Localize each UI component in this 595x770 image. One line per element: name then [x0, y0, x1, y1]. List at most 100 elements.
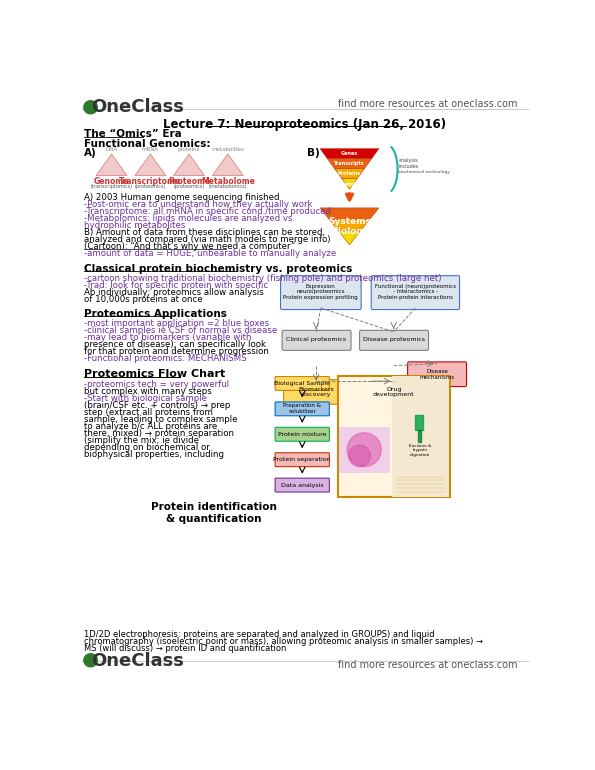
- FancyBboxPatch shape: [408, 362, 466, 387]
- FancyBboxPatch shape: [275, 402, 330, 416]
- Text: Clinical proteomics: Clinical proteomics: [286, 337, 346, 342]
- Text: analyzed and compared (via math models to merge info): analyzed and compared (via math models t…: [84, 235, 331, 244]
- Text: -proteomics tech = very powerful: -proteomics tech = very powerful: [84, 380, 230, 389]
- Text: Proteome: Proteome: [168, 177, 210, 186]
- Text: Protein separation: Protein separation: [274, 457, 331, 462]
- Text: includes: includes: [398, 164, 418, 169]
- Text: Classical protein biochemistry vs. proteomics: Classical protein biochemistry vs. prote…: [84, 264, 353, 274]
- Text: (proteomics): (proteomics): [174, 184, 205, 189]
- FancyBboxPatch shape: [371, 276, 459, 310]
- Text: (simplify the mix; ie divide: (simplify the mix; ie divide: [84, 437, 199, 445]
- Text: Transcriptome: Transcriptome: [119, 177, 181, 186]
- Text: step (extract all proteins from: step (extract all proteins from: [84, 408, 214, 417]
- Text: metabolites: metabolites: [211, 148, 244, 152]
- Text: Systems
Biology: Systems Biology: [328, 216, 371, 236]
- Text: A): A): [84, 148, 97, 158]
- Text: (brain/CSF etc. + controls) → prep: (brain/CSF etc. + controls) → prep: [84, 401, 231, 410]
- Text: Genes: Genes: [341, 151, 358, 156]
- Text: (Cartoon): “And that’s why we need a computer”: (Cartoon): “And that’s why we need a com…: [84, 242, 296, 251]
- Text: Ab individually; proteomics allow analysis: Ab individually; proteomics allow analys…: [84, 288, 264, 297]
- FancyBboxPatch shape: [361, 380, 426, 404]
- Text: sample, leading to complex sample: sample, leading to complex sample: [84, 415, 238, 424]
- Bar: [339, 427, 390, 473]
- Polygon shape: [327, 159, 372, 169]
- Text: -cartoon showing traditional biochemistry (fishing pole) and proteomics (large n: -cartoon showing traditional biochemistr…: [84, 274, 442, 283]
- Text: B): B): [307, 148, 320, 158]
- Text: Biomarkers
discovery: Biomarkers discovery: [298, 387, 334, 397]
- Text: -Start with biological sample: -Start with biological sample: [84, 393, 208, 403]
- Text: analysis: analysis: [398, 159, 418, 163]
- Polygon shape: [334, 169, 365, 179]
- Text: Disease proteomics: Disease proteomics: [363, 337, 425, 342]
- Text: for that protein and determine progression: for that protein and determine progressi…: [84, 347, 270, 356]
- Text: but complex with many steps: but complex with many steps: [84, 387, 212, 396]
- Text: Protein mixture: Protein mixture: [278, 432, 327, 437]
- FancyBboxPatch shape: [275, 377, 330, 390]
- Text: (transcriptomics): (transcriptomics): [90, 184, 133, 189]
- Text: Genome: Genome: [94, 177, 129, 186]
- Text: ●: ●: [82, 649, 99, 668]
- Circle shape: [347, 433, 381, 467]
- Polygon shape: [174, 154, 205, 176]
- Text: B) Amount of data from these disciplines can be stored,: B) Amount of data from these disciplines…: [84, 228, 325, 237]
- Text: Transcripts: Transcripts: [334, 161, 365, 166]
- Text: presence of disease); can specifically look: presence of disease); can specifically l…: [84, 340, 267, 349]
- Text: biophysical properties, including: biophysical properties, including: [84, 450, 224, 460]
- Text: proteins: proteins: [178, 148, 201, 152]
- Text: Proteomics Applications: Proteomics Applications: [84, 309, 227, 319]
- Bar: [392, 376, 449, 497]
- Text: -may lead to biomarkers (variable with: -may lead to biomarkers (variable with: [84, 333, 252, 342]
- FancyBboxPatch shape: [359, 330, 428, 350]
- Text: Preparation &
solubilizer: Preparation & solubilizer: [283, 403, 321, 414]
- Text: Data analysis: Data analysis: [281, 483, 324, 487]
- Text: Proteomics Flow Chart: Proteomics Flow Chart: [84, 369, 226, 379]
- Text: Metabolites: Metabolites: [333, 182, 366, 186]
- Text: -Metabolomics: lipids molecules are analyzed vs.: -Metabolomics: lipids molecules are anal…: [84, 214, 296, 223]
- FancyBboxPatch shape: [280, 276, 361, 310]
- Text: -most important application =2 blue boxes: -most important application =2 blue boxe…: [84, 319, 270, 328]
- FancyBboxPatch shape: [275, 478, 330, 492]
- Text: Functional (neuro)proteomics
- Interactomics -
Protein-protein interactions: Functional (neuro)proteomics - Interacto…: [375, 283, 456, 300]
- Text: MS (will discuss) → protein ID and quantification: MS (will discuss) → protein ID and quant…: [84, 644, 287, 653]
- Polygon shape: [96, 154, 127, 176]
- Text: -Post-omic era to understand how they actually work: -Post-omic era to understand how they ac…: [84, 199, 313, 209]
- Text: mRNA: mRNA: [142, 148, 159, 152]
- Text: find more resources at oneclass.com: find more resources at oneclass.com: [338, 99, 518, 109]
- Text: OneClass: OneClass: [92, 98, 184, 116]
- Text: ●: ●: [82, 96, 99, 116]
- Text: (proteomics): (proteomics): [134, 184, 166, 189]
- Text: -amount of data = HUGE; unbearable to manually analyze: -amount of data = HUGE; unbearable to ma…: [84, 249, 337, 258]
- Text: OneClass: OneClass: [92, 652, 184, 670]
- FancyBboxPatch shape: [282, 330, 351, 350]
- Text: to analyze b/c ALL proteins are: to analyze b/c ALL proteins are: [84, 422, 218, 431]
- Polygon shape: [212, 154, 243, 176]
- Text: Functional Genomics:: Functional Genomics:: [84, 139, 211, 149]
- Polygon shape: [320, 208, 379, 219]
- Text: Biological Sample: Biological Sample: [274, 381, 330, 386]
- Text: -clinical samples ie CSF of normal vs disease: -clinical samples ie CSF of normal vs di…: [84, 326, 278, 335]
- Text: depending on biochemical or: depending on biochemical or: [84, 444, 210, 452]
- Polygon shape: [320, 149, 379, 159]
- Polygon shape: [339, 231, 361, 245]
- Bar: [418, 430, 421, 442]
- Circle shape: [349, 445, 371, 467]
- Text: Expression
neuro/proteomics
Protein expression profiling: Expression neuro/proteomics Protein expr…: [283, 283, 358, 300]
- Text: Disease
mechanisms: Disease mechanisms: [419, 369, 455, 380]
- Text: -Functional proteomics: MECHANISMS: -Functional proteomics: MECHANISMS: [84, 354, 247, 363]
- Text: Drug
development: Drug development: [373, 387, 415, 397]
- Text: -Transcriptome: all mRNA in specific cond./time produced: -Transcriptome: all mRNA in specific con…: [84, 206, 331, 216]
- Text: biochemical technology: biochemical technology: [398, 170, 450, 174]
- Text: Excision &
trypsin
digestion: Excision & trypsin digestion: [409, 444, 431, 457]
- Text: find more resources at oneclass.com: find more resources at oneclass.com: [338, 660, 518, 670]
- Text: The “Omics” Era: The “Omics” Era: [84, 129, 182, 139]
- FancyBboxPatch shape: [275, 427, 330, 441]
- Polygon shape: [135, 154, 166, 176]
- Text: of 10,000s proteins at once: of 10,000s proteins at once: [84, 296, 203, 304]
- Text: Metabolome: Metabolome: [201, 177, 255, 186]
- Text: A) 2003 Human genome sequencing finished: A) 2003 Human genome sequencing finished: [84, 192, 280, 202]
- Text: 1D/2D electrophoresis: proteins are separated and analyzed in GROUPS) and liquid: 1D/2D electrophoresis: proteins are sepa…: [84, 630, 435, 639]
- Text: (metabolomics): (metabolomics): [209, 184, 247, 189]
- Text: hydrophilic metabolites: hydrophilic metabolites: [84, 221, 186, 229]
- Text: chromatography (isoelectric point or mass), allowing proteomic analysis in small: chromatography (isoelectric point or mas…: [84, 637, 484, 646]
- Text: Proteins: Proteins: [338, 171, 361, 176]
